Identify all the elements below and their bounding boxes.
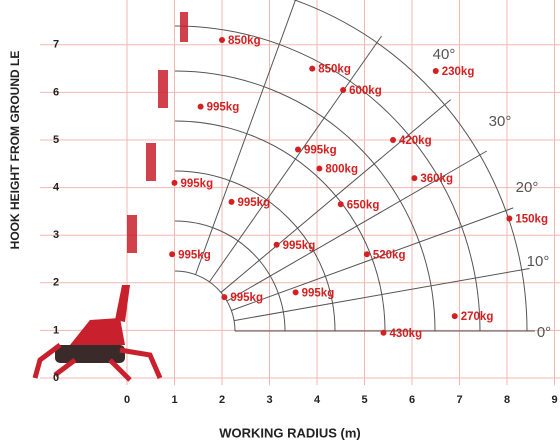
load-point — [219, 37, 225, 43]
reach-arc — [175, 271, 235, 331]
angle-label: 10° — [527, 253, 550, 270]
load-point — [309, 66, 315, 72]
load-point — [452, 313, 458, 319]
load-point — [338, 201, 344, 207]
load-label: 995kg — [230, 292, 263, 304]
x-tick-label: 9 — [551, 394, 557, 406]
load-point — [229, 199, 235, 205]
load-point — [506, 216, 512, 222]
load-label: 995kg — [238, 197, 271, 209]
y-tick-label: 3 — [53, 229, 59, 241]
load-point — [293, 289, 299, 295]
load-point — [198, 104, 204, 110]
y-axis-label: HOOK HEIGHT FROM GROUND LE — [8, 51, 22, 250]
angle-label: 20° — [516, 179, 539, 196]
y-tick-label: 6 — [53, 86, 59, 98]
load-point — [295, 147, 301, 153]
load-chart: 0 1 2 3 4 5 6 7 8 9 0 1 2 3 4 5 6 7 40° 30° 20° 10° 0° 850kg 850… — [0, 0, 560, 446]
load-point — [316, 166, 322, 172]
load-label: 650kg — [347, 199, 380, 211]
load-label: 270kg — [461, 311, 494, 323]
load-point — [390, 137, 396, 143]
load-label: 995kg — [178, 249, 211, 261]
load-label: 850kg — [228, 35, 261, 47]
load-point — [221, 294, 227, 300]
y-tick-label: 7 — [53, 39, 59, 51]
angle-label: 40° — [433, 46, 456, 63]
load-label: 230kg — [442, 66, 475, 78]
load-point — [411, 175, 417, 181]
load-label: 600kg — [349, 85, 382, 97]
x-tick-label: 3 — [266, 394, 272, 406]
x-tick-label: 8 — [504, 394, 510, 406]
x-tick-label: 5 — [361, 394, 367, 406]
y-tick-label: 0 — [53, 372, 59, 384]
angle-label: 0° — [537, 324, 551, 341]
x-tick-label: 1 — [171, 394, 177, 406]
load-label: 520kg — [373, 249, 406, 261]
load-label: 420kg — [399, 135, 432, 147]
load-point — [172, 180, 178, 186]
load-label: 995kg — [283, 240, 316, 252]
load-point — [381, 330, 387, 336]
x-axis-label: WORKING RADIUS (m) — [219, 425, 361, 440]
x-tick-label: 2 — [219, 394, 225, 406]
x-tick-label: 6 — [409, 394, 415, 406]
load-label: 800kg — [325, 164, 358, 176]
y-tick-label: 1 — [53, 324, 59, 336]
load-point — [274, 242, 280, 248]
load-point — [169, 251, 175, 257]
y-tick-label: 4 — [53, 182, 60, 194]
x-tick-label: 0 — [124, 394, 130, 406]
load-point — [340, 87, 346, 93]
load-label: 150kg — [515, 214, 548, 226]
load-point — [433, 68, 439, 74]
load-point — [364, 251, 370, 257]
load-label: 995kg — [304, 145, 337, 157]
load-label: 995kg — [302, 287, 335, 299]
x-tick-label: 4 — [314, 394, 321, 406]
load-label: 995kg — [181, 178, 214, 190]
y-tick-label: 2 — [53, 277, 59, 289]
load-label: 850kg — [318, 64, 351, 76]
angle-label: 30° — [489, 113, 512, 130]
load-label: 995kg — [207, 102, 240, 114]
load-label: 430kg — [390, 328, 423, 340]
load-label: 360kg — [420, 173, 453, 185]
y-tick-label: 5 — [53, 134, 59, 146]
x-tick-label: 7 — [456, 394, 462, 406]
